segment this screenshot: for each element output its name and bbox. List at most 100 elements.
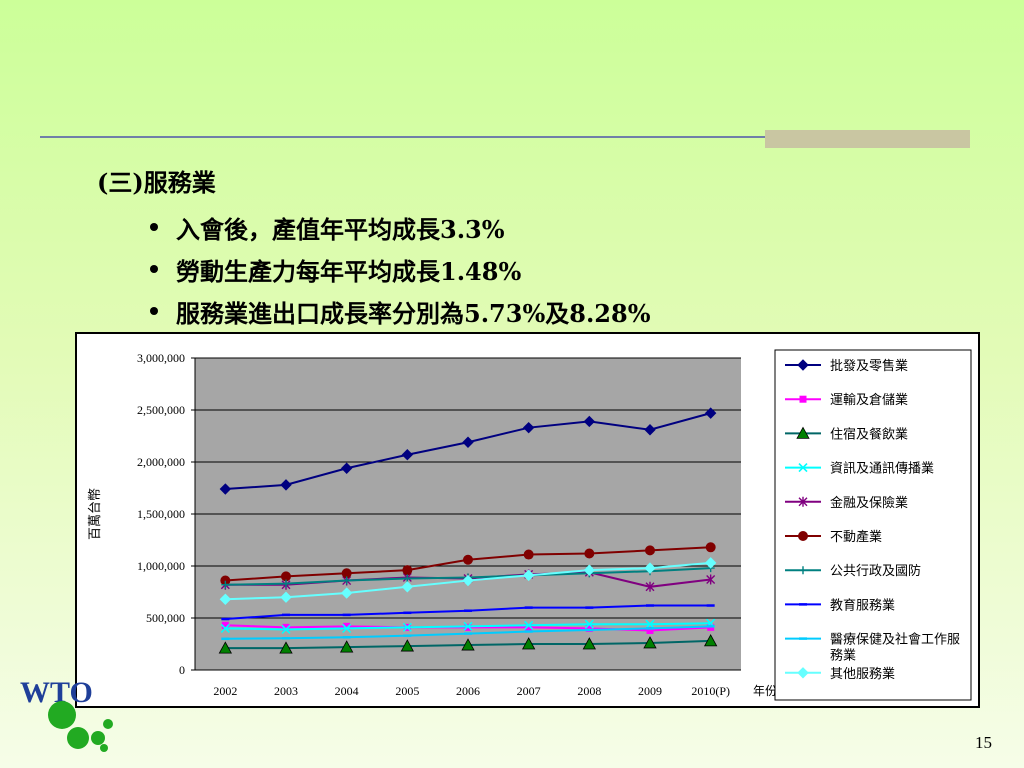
- data-point: [220, 623, 230, 633]
- data-point: [645, 545, 655, 556]
- bullet-text: 勞動生產力每年平均成長1.48%: [176, 256, 522, 286]
- data-point: [524, 620, 534, 630]
- data-point: [219, 593, 232, 605]
- y-tick-label: 0: [179, 663, 185, 677]
- bullet-dot-icon: [150, 307, 158, 315]
- legend-label: 運輸及倉儲業: [830, 392, 908, 407]
- data-point: [279, 641, 293, 654]
- data-point: [585, 624, 593, 632]
- data-point: [645, 619, 655, 629]
- data-point: [340, 462, 353, 474]
- data-point: [340, 587, 353, 599]
- data-point: [646, 626, 654, 634]
- data-point: [218, 641, 233, 654]
- y-tick-label: 2,500,000: [137, 403, 185, 417]
- legend-label: 金融及保險業: [830, 495, 908, 510]
- y-axis-label: 百萬台幣: [87, 488, 102, 540]
- data-point: [221, 621, 229, 629]
- data-point: [282, 579, 290, 588]
- y-tick-label: 3,000,000: [137, 351, 185, 365]
- data-point: [339, 640, 354, 653]
- data-point: [521, 637, 536, 650]
- legend-label: 住宿及餐飲業: [830, 426, 908, 441]
- legend-label: 醫療保健及社會工作服: [830, 632, 960, 647]
- legend-marker: [799, 566, 807, 575]
- legend-marker: [798, 531, 808, 541]
- bullet-text: 服務業進出口成長率分別為5.73%及8.28%: [176, 298, 651, 328]
- legend-box: [774, 349, 972, 701]
- data-point: [584, 619, 594, 629]
- x-tick-label: 2003: [274, 684, 298, 698]
- data-point: [705, 542, 716, 553]
- data-point: [522, 421, 535, 434]
- data-point: [522, 569, 535, 582]
- data-point: [462, 436, 474, 448]
- data-point: [525, 623, 533, 631]
- title-rule: [40, 136, 970, 138]
- bullet-dot-icon: [150, 223, 158, 231]
- x-tick-label: 2006: [456, 684, 480, 698]
- data-point: [706, 574, 716, 585]
- data-point: [402, 622, 412, 632]
- x-tick-label: 2008: [577, 684, 601, 698]
- legend-label: 務業: [830, 648, 856, 663]
- legend-label: 資訊及通訊傳播業: [830, 461, 934, 476]
- x-tick-label: 2009: [638, 684, 662, 698]
- chart-svg: 0 500,000 1,000,000 1,500,000 2,000,000 2,500…: [87, 349, 972, 701]
- data-point: [463, 554, 473, 565]
- x-tick-label: 2002: [213, 684, 237, 698]
- wto-logo: WTO: [20, 676, 113, 752]
- data-point: [280, 591, 292, 603]
- data-point: [704, 407, 717, 419]
- legend-label: 公共行政及國防: [830, 563, 921, 578]
- data-point: [523, 549, 534, 560]
- legend-label: 教育服務業: [830, 597, 895, 612]
- legend-marker: [798, 463, 808, 473]
- y-tick-label: 1,500,000: [137, 507, 185, 521]
- bullet-list: 入會後，產值年平均成長3.3% 勞動生產力每年平均成長1.48% 服務業進出口成…: [150, 206, 651, 332]
- x-tick-label: 2004: [335, 684, 359, 698]
- data-point: [402, 565, 413, 576]
- data-point: [703, 634, 718, 647]
- x-tick-label: 2005: [395, 684, 419, 698]
- bullet-dot-icon: [150, 265, 158, 273]
- bullet-text: 入會後，產值年平均成長3.3%: [176, 214, 505, 244]
- legend-label: 批發及零售業: [830, 358, 908, 373]
- data-point: [401, 449, 414, 461]
- bullet-item: 服務業進出口成長率分別為5.73%及8.28%: [150, 290, 651, 332]
- page-number: 15: [975, 733, 992, 752]
- data-point: [645, 581, 655, 592]
- legend-marker: [797, 359, 809, 371]
- legend-label: 不動產業: [830, 529, 882, 544]
- data-point: [463, 621, 473, 631]
- line-chart: 0 500,000 1,000,000 1,500,000 2,000,000 2,500…: [75, 332, 980, 708]
- legend-marker: [797, 667, 809, 679]
- data-point: [343, 622, 351, 630]
- y-tick-label: 2,000,000: [137, 455, 185, 469]
- data-point: [462, 574, 474, 587]
- y-tick-label: 500,000: [146, 611, 185, 625]
- data-point: [342, 576, 351, 585]
- data-point: [220, 575, 231, 586]
- y-tick-label: 1,000,000: [137, 559, 185, 573]
- data-point: [282, 623, 290, 631]
- data-point: [400, 639, 415, 652]
- x-axis-label: 年份: [753, 684, 777, 698]
- data-point: [281, 571, 291, 582]
- data-point: [461, 638, 475, 651]
- legend-marker: [798, 496, 808, 507]
- data-point: [280, 479, 292, 491]
- x-tick-label: 2010(P): [691, 684, 730, 698]
- data-point: [342, 623, 352, 633]
- data-point: [644, 424, 656, 436]
- legend-marker: [796, 426, 810, 439]
- title-rule-accent: [765, 130, 970, 148]
- data-point: [219, 483, 232, 495]
- bullet-item: 入會後，產值年平均成長3.3%: [150, 206, 651, 248]
- data-point: [221, 580, 230, 589]
- data-point: [341, 568, 352, 579]
- bullet-item: 勞動生產力每年平均成長1.48%: [150, 248, 651, 290]
- data-point: [704, 557, 717, 569]
- legend-marker: [799, 395, 807, 403]
- data-point: [644, 562, 656, 574]
